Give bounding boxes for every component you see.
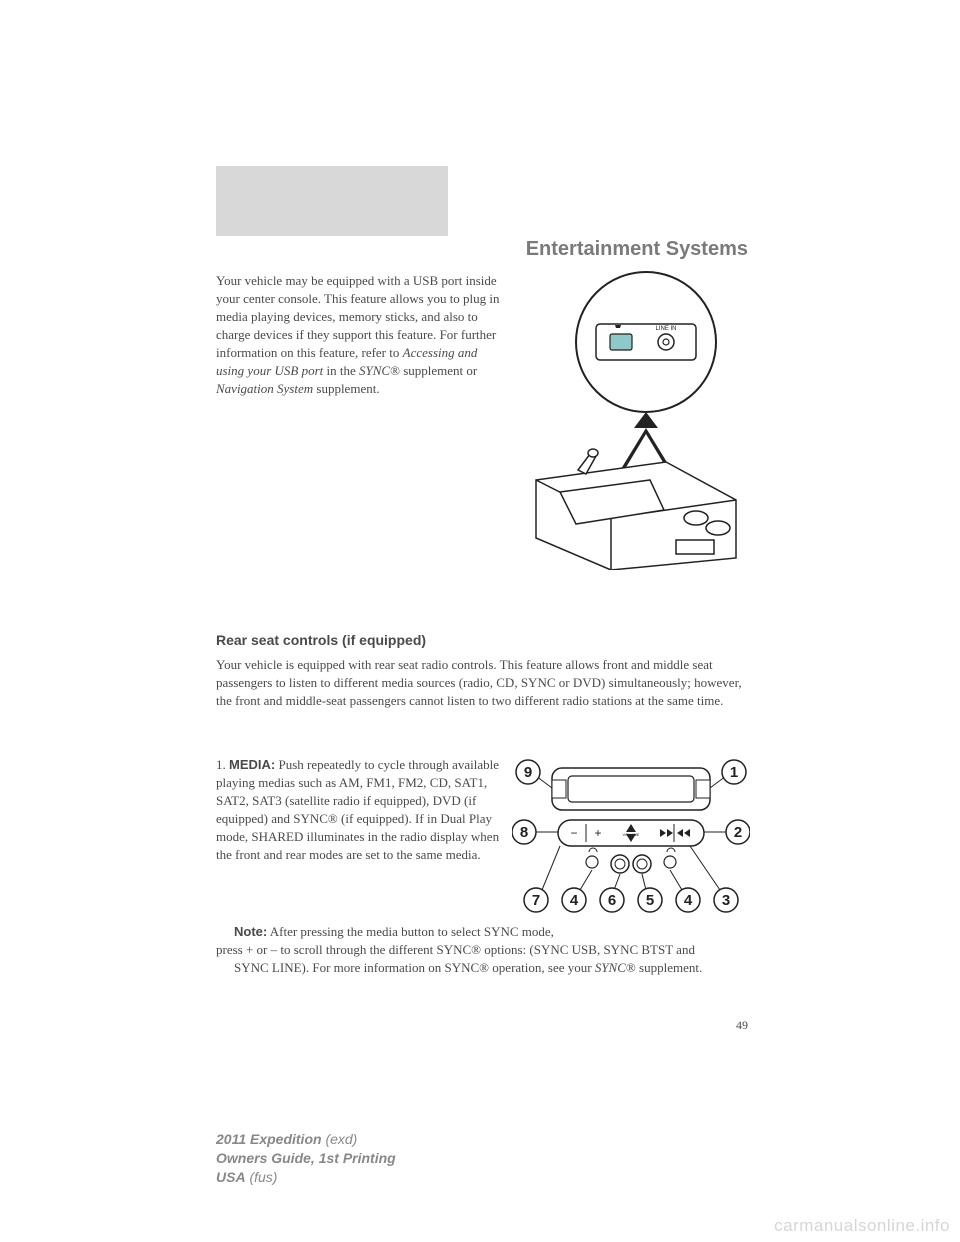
footer-block: 2011 Expedition (exd) Owners Guide, 1st …: [216, 1130, 396, 1187]
intro-paragraph: Your vehicle may be equipped with a USB …: [216, 272, 500, 398]
intro-text-c: ® supplement or: [390, 363, 477, 378]
footer-line3b: (fus): [246, 1169, 278, 1185]
svg-text:6: 6: [608, 892, 616, 909]
svg-text:VOLUME: VOLUME: [623, 832, 640, 837]
svg-text:2: 2: [734, 824, 742, 841]
rear-controls-diagram: − + VOLUME 1 2 3: [512, 758, 750, 918]
footer-line1b: (exd): [322, 1131, 358, 1147]
note-body1: After pressing the media button to selec…: [267, 924, 554, 939]
media-body: Push repeatedly to cycle through availab…: [216, 757, 499, 862]
footer-line2: Owners Guide, 1st Printing: [216, 1150, 396, 1166]
note-italic: SYNC: [595, 960, 626, 975]
svg-text:8: 8: [520, 824, 528, 841]
page-number: 49: [736, 1018, 748, 1033]
footer-line1a: 2011 Expedition: [216, 1131, 322, 1147]
intro-italic-3: Navigation System: [216, 381, 313, 396]
watermark: carmanualsonline.info: [774, 1216, 950, 1236]
header-gray-block: [216, 166, 448, 236]
svg-text:3: 3: [722, 892, 730, 909]
section-title: Entertainment Systems: [526, 238, 748, 261]
svg-text:7: 7: [532, 892, 540, 909]
svg-text:+: +: [594, 826, 601, 840]
intro-italic-2: SYNC: [359, 363, 390, 378]
footer-line3a: USA: [216, 1169, 246, 1185]
svg-text:−: −: [570, 826, 577, 840]
subsection-title: Rear seat controls (if equipped): [216, 632, 426, 648]
intro-text-d: supplement.: [313, 381, 379, 396]
media-num: 1.: [216, 757, 229, 772]
svg-text:9: 9: [524, 764, 532, 781]
intro-text-b: in the: [323, 363, 359, 378]
media-text: 1. MEDIA: Push repeatedly to cycle throu…: [216, 756, 500, 864]
usb-console-diagram: LINE IN: [516, 270, 748, 570]
svg-text:1: 1: [730, 764, 738, 781]
svg-text:5: 5: [646, 892, 654, 909]
rear-seat-text: Your vehicle is equipped with rear seat …: [216, 656, 748, 710]
svg-text:4: 4: [684, 892, 693, 909]
svg-text:LINE IN: LINE IN: [655, 326, 676, 332]
note-label: Note:: [234, 924, 267, 939]
note-body3: ® supplement.: [626, 960, 702, 975]
note-block: Note: After pressing the media button to…: [234, 923, 732, 977]
media-label: MEDIA:: [229, 757, 275, 772]
svg-text:4: 4: [570, 892, 579, 909]
